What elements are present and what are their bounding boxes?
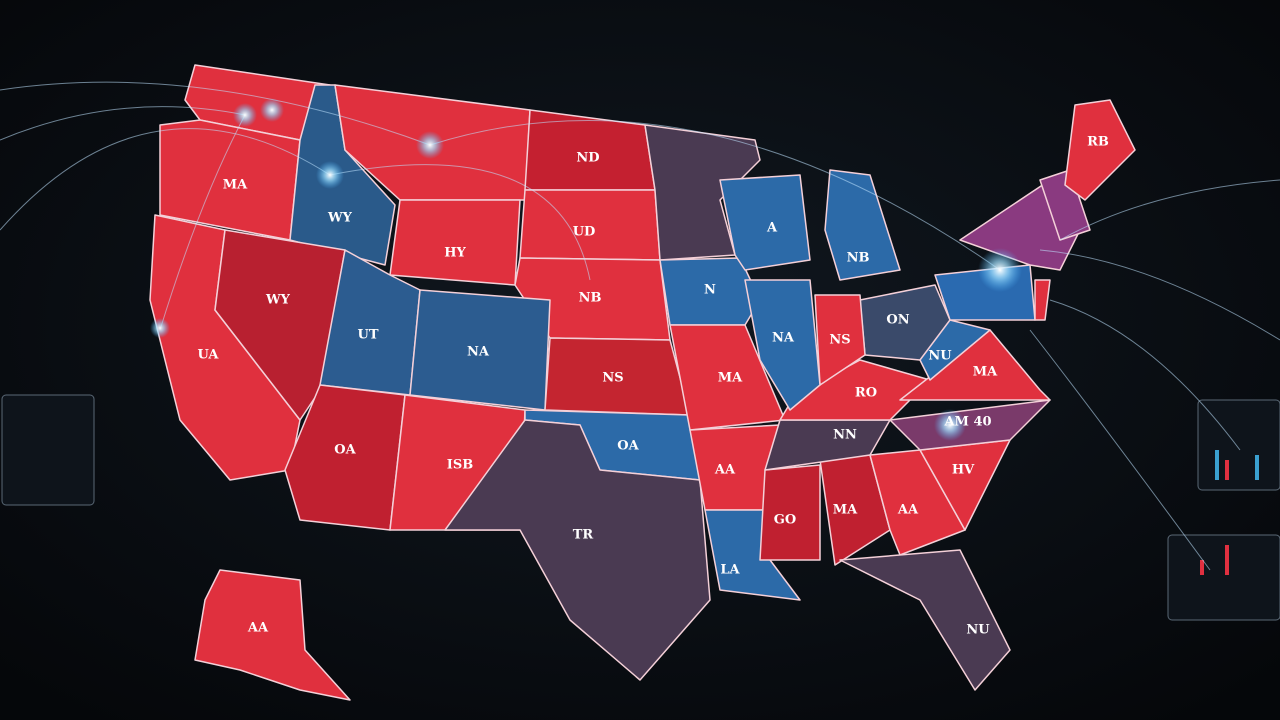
state-labels: MA WY WY UA ND UD HY NB UT NA NS OA TR O…	[197, 135, 1108, 638]
state-label: HV	[952, 463, 975, 478]
state-label: NN	[833, 428, 857, 443]
state-label: TR	[573, 528, 594, 543]
state-label: AA	[247, 621, 269, 636]
state-label: WY	[327, 211, 353, 226]
state-label: A	[766, 221, 778, 236]
state-label: NS	[602, 371, 623, 386]
state-label: MA	[223, 178, 248, 193]
state-label: RB	[1087, 135, 1109, 150]
states	[149, 64, 1136, 701]
state-label: UD	[573, 225, 596, 240]
state-label: N	[704, 283, 716, 298]
state-label: LA	[720, 563, 740, 578]
state-label: HY	[444, 246, 466, 261]
state-label: AA	[714, 463, 736, 478]
state-label: AA	[897, 503, 919, 518]
state-label: ISB	[447, 458, 473, 473]
state-label: UT	[357, 328, 378, 343]
connection-arcs	[0, 81, 1280, 571]
state-label: NU	[928, 349, 952, 364]
state-label: WY	[265, 293, 291, 308]
side-panels	[1, 394, 1280, 621]
state-label: ON	[886, 313, 909, 328]
state-label: MA	[833, 503, 858, 518]
state-label: OA	[617, 439, 639, 454]
state-label: NA	[772, 331, 795, 346]
state-label: NU	[966, 623, 990, 638]
state-label: NS	[829, 333, 850, 348]
state-label: RO	[855, 386, 877, 401]
state-label: MA	[973, 365, 998, 380]
state-label: GO	[774, 513, 796, 528]
state-label: ND	[576, 151, 599, 166]
state-label: NB	[579, 291, 602, 306]
state-label: AM 40	[943, 415, 991, 430]
state-label: NA	[467, 345, 490, 360]
state-label: OA	[334, 443, 356, 458]
state-label: MA	[718, 371, 743, 386]
state-label: NB	[847, 251, 870, 266]
state-label: UA	[197, 348, 219, 363]
